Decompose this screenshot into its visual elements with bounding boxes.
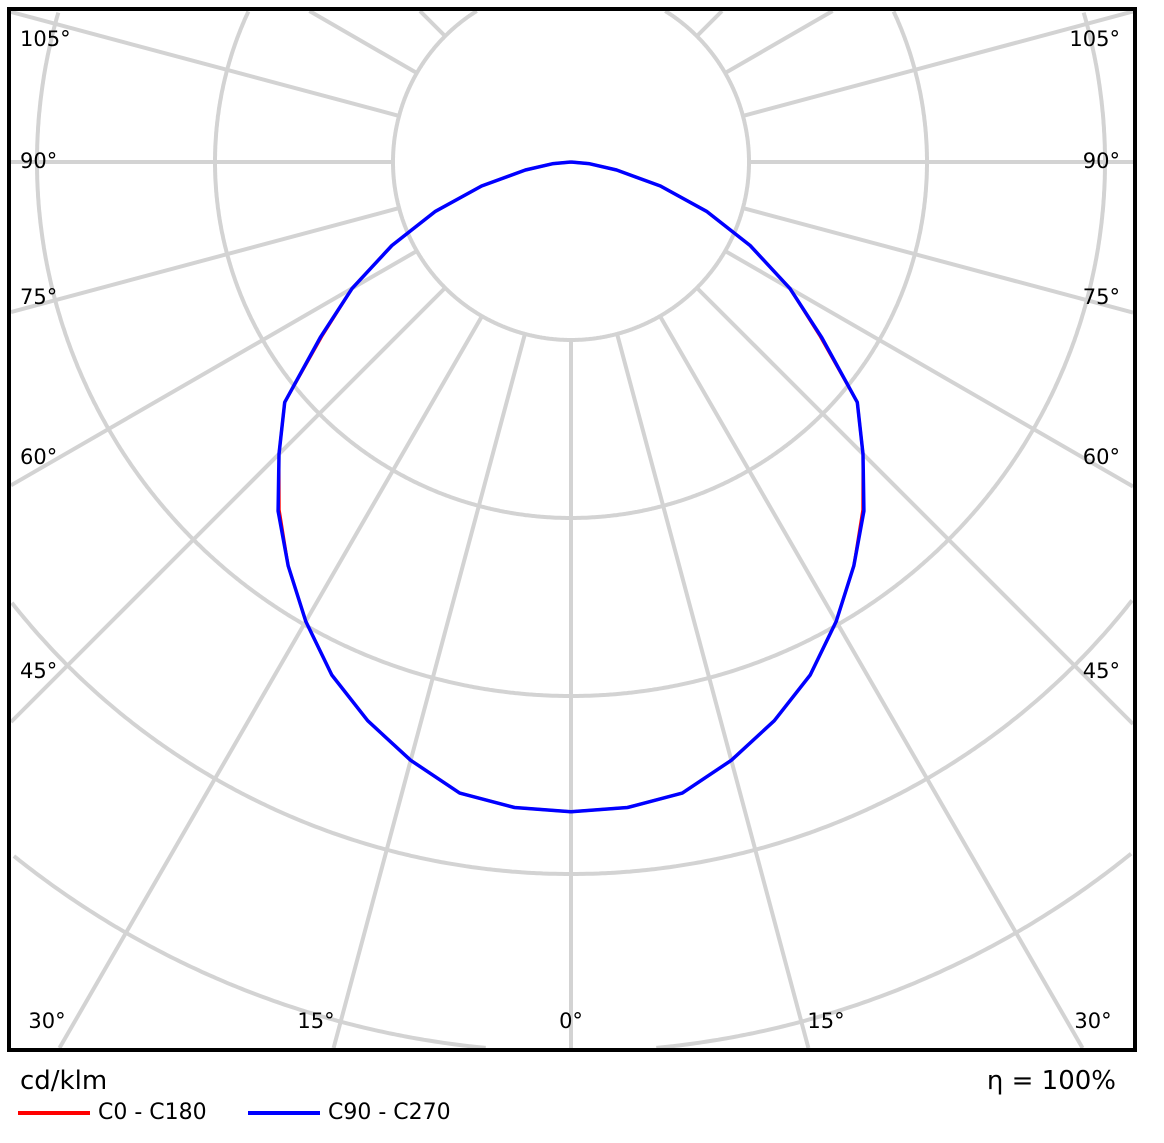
grid-spoke [615,333,811,1049]
grid-spoke [418,9,447,38]
angle-labels: 105° 90° 75° 60° 45° 105° 90° 75° 60° 45° 30° 15° 0°… [20,27,1120,1033]
grid-spoke [724,9,834,75]
angle-label: 105° [1069,27,1120,51]
grid-spoke [57,315,484,1050]
intensity-curves [276,160,866,814]
angle-label: 0° [559,1009,583,1033]
grid-ring [391,9,751,342]
legend-item-c90: C90 - C270 [248,1100,451,1125]
legend-swatch-blue [248,1110,320,1115]
series-line-c90-c270 [276,160,866,814]
angle-label: 45° [1083,659,1120,683]
angle-label: 90° [20,149,57,173]
grid-spoke [658,315,1085,1050]
grid-ring [10,599,1134,876]
grid-spoke [308,9,418,75]
angle-label: 30° [1074,1009,1111,1033]
legend-item-c0: C0 - C180 [18,1100,207,1125]
grid-spoke [331,333,527,1049]
grid-spoke [10,206,400,314]
angle-label: 75° [20,285,57,309]
legend-label: C0 - C180 [98,1100,207,1125]
angle-label: 30° [28,1009,65,1033]
grid-spoke [742,9,1134,118]
grid-spoke [695,9,724,38]
angle-label: 15° [807,1009,844,1033]
grid-spoke [695,286,1135,726]
grid-spoke [9,286,447,724]
plot-frame [7,7,1137,1052]
angle-label: 75° [1083,285,1120,309]
angle-label: 90° [1083,149,1120,173]
grid-spoke [10,10,400,118]
angle-label: 60° [1083,445,1120,469]
legend-swatch-red [18,1110,90,1115]
angle-label: 45° [20,659,57,683]
angle-label: 60° [20,445,57,469]
grid-ring [213,10,929,520]
polar-grid [9,9,1135,1050]
legend-label: C90 - C270 [328,1100,451,1125]
grid-ring [35,12,1107,698]
grid-ring [12,852,1133,1050]
angle-label: 105° [20,27,71,51]
angle-label: 15° [297,1009,334,1033]
unit-label: cd/klm [20,1066,108,1096]
grid-spoke [742,206,1134,315]
efficiency-label: η = 100% [986,1066,1116,1096]
